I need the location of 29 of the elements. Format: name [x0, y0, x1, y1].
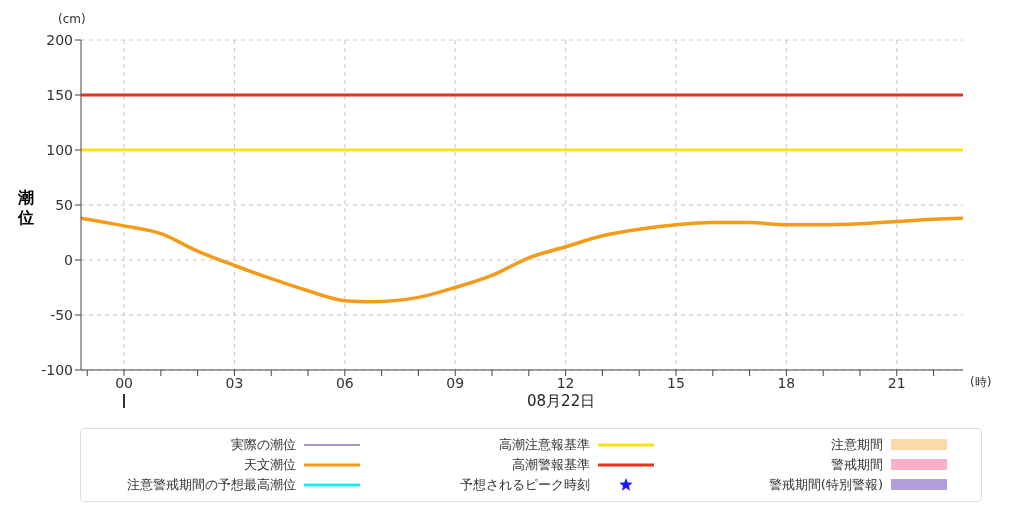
line-series: [81, 216, 963, 304]
legend-label: 実際の潮位: [231, 436, 297, 454]
x-tick-label: 12: [556, 374, 575, 391]
x-tick-label: 09: [446, 374, 465, 391]
text: (cm): [58, 12, 86, 26]
y-tick-label: 100: [46, 141, 73, 158]
legend-label: 予想されるピーク時刻: [459, 476, 590, 494]
legend-label: 高潮警報基準: [511, 456, 590, 474]
x-tick-label: 03: [225, 374, 244, 391]
legend-label: 警戒期間(特別警報): [768, 476, 883, 494]
legend-label: 注意期間: [831, 436, 883, 454]
legend-label: 注意警戒期間の予想最高潮位: [127, 476, 297, 494]
text: (時): [970, 374, 992, 391]
y-tick-label: 0: [64, 251, 73, 268]
y-tick-label: 200: [46, 31, 73, 48]
x-tick-label: 00: [115, 374, 133, 391]
legend-label: 天文潮位: [244, 456, 297, 474]
legend-label: 警戒期間: [831, 456, 883, 474]
x-tick-label: 18: [777, 374, 796, 391]
y-tick-label: 50: [55, 196, 73, 213]
y-tick-label: 150: [46, 86, 73, 103]
x-tick-label: 06: [335, 374, 354, 391]
y-tick-label: -50: [50, 306, 73, 323]
x-tick-label: 15: [667, 374, 685, 391]
legend-label: 高潮注意報基準: [498, 436, 590, 454]
y-tick-label: -100: [41, 361, 73, 378]
x-tick-label: 21: [887, 374, 906, 391]
y-axis-title: 潮位: [16, 188, 35, 228]
x-axis-title: 08月22日: [527, 392, 596, 411]
